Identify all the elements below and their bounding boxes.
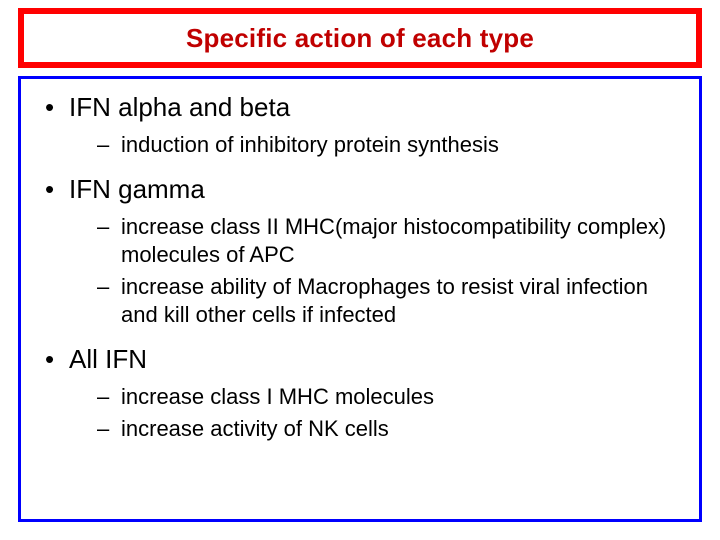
- bullet-l1: IFN gamma increase class II MHC(major hi…: [41, 173, 679, 329]
- bullet-l2: increase class II MHC(major histocompati…: [69, 213, 679, 269]
- bullet-text: induction of inhibitory protein synthesi…: [121, 132, 499, 157]
- sub-list: increase class I MHC molecules increase …: [69, 383, 679, 443]
- bullet-text: increase class I MHC molecules: [121, 384, 434, 409]
- bullet-text: All IFN: [69, 344, 147, 374]
- bullet-text: IFN alpha and beta: [69, 92, 290, 122]
- sub-list: induction of inhibitory protein synthesi…: [69, 131, 679, 159]
- sub-list: increase class II MHC(major histocompati…: [69, 213, 679, 330]
- bullet-l2: increase class I MHC molecules: [69, 383, 679, 411]
- slide-title: Specific action of each type: [186, 23, 534, 54]
- bullet-list: IFN alpha and beta induction of inhibito…: [41, 91, 679, 443]
- bullet-l2: increase ability of Macrophages to resis…: [69, 273, 679, 329]
- bullet-l1: IFN alpha and beta induction of inhibito…: [41, 91, 679, 159]
- slide: Specific action of each type IFN alpha a…: [0, 0, 720, 540]
- title-box: Specific action of each type: [18, 8, 702, 68]
- bullet-l2: increase activity of NK cells: [69, 415, 679, 443]
- bullet-text: increase ability of Macrophages to resis…: [121, 274, 648, 327]
- body-box: IFN alpha and beta induction of inhibito…: [18, 76, 702, 522]
- bullet-l1: All IFN increase class I MHC molecules i…: [41, 343, 679, 443]
- bullet-text: IFN gamma: [69, 174, 205, 204]
- bullet-text: increase class II MHC(major histocompati…: [121, 214, 666, 267]
- bullet-l2: induction of inhibitory protein synthesi…: [69, 131, 679, 159]
- bullet-text: increase activity of NK cells: [121, 416, 389, 441]
